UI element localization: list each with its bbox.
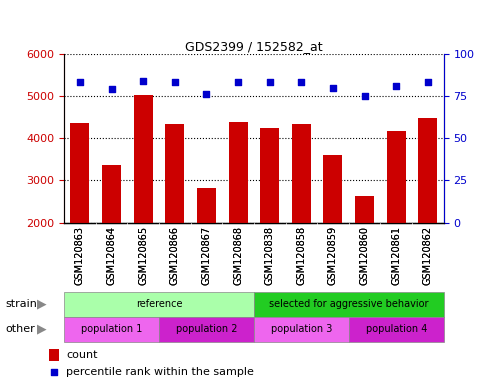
Text: GSM120861: GSM120861 [391,226,401,285]
Point [329,84,337,91]
Text: GSM120858: GSM120858 [296,226,306,285]
Point [424,79,432,86]
Bar [292,124,311,307]
Text: GSM120867: GSM120867 [202,226,211,285]
Bar [165,124,184,307]
Bar [64,292,254,317]
Text: GSM120859: GSM120859 [328,226,338,285]
Text: GSM120865: GSM120865 [138,226,148,285]
Text: ▶: ▶ [37,323,47,336]
Text: population 1: population 1 [81,324,142,334]
Text: GSM120860: GSM120860 [359,226,370,285]
Point [392,83,400,89]
Bar [197,188,216,307]
Bar [229,122,247,307]
Bar [64,317,159,342]
Bar [254,292,444,317]
Point [107,86,115,92]
Bar [260,127,279,307]
Point [50,369,58,375]
Text: ▶: ▶ [37,298,47,311]
Title: GDS2399 / 152582_at: GDS2399 / 152582_at [185,40,323,53]
Text: GSM120867: GSM120867 [202,226,211,285]
Text: GSM120866: GSM120866 [170,226,180,285]
Bar [349,317,444,342]
Point [234,79,242,86]
Text: population 3: population 3 [271,324,332,334]
Bar [49,349,59,361]
Text: GSM120858: GSM120858 [296,226,306,285]
Bar [102,165,121,307]
Text: other: other [5,324,35,334]
Text: GSM120864: GSM120864 [106,226,116,285]
Text: GSM120863: GSM120863 [75,226,85,285]
Text: population 2: population 2 [176,324,237,334]
Bar [323,155,343,307]
Text: percentile rank within the sample: percentile rank within the sample [67,366,254,377]
Text: GSM120860: GSM120860 [359,226,370,285]
Point [171,79,179,86]
Text: GSM120868: GSM120868 [233,226,243,285]
Bar [387,131,406,307]
Text: GSM120868: GSM120868 [233,226,243,285]
Bar [159,317,254,342]
Text: reference: reference [136,299,182,310]
Point [361,93,369,99]
Text: GSM120838: GSM120838 [265,226,275,285]
Text: GSM120866: GSM120866 [170,226,180,285]
Point [139,78,147,84]
Bar [254,317,349,342]
Text: GSM120862: GSM120862 [423,226,433,285]
Text: count: count [67,350,98,360]
Text: GSM120859: GSM120859 [328,226,338,285]
Text: population 4: population 4 [366,324,427,334]
Text: GSM120838: GSM120838 [265,226,275,285]
Text: GSM120861: GSM120861 [391,226,401,285]
Text: GSM120864: GSM120864 [106,226,116,285]
Text: strain: strain [5,299,37,310]
Bar [134,95,153,307]
Point [297,79,305,86]
Text: selected for aggressive behavior: selected for aggressive behavior [269,299,428,310]
Text: GSM120863: GSM120863 [75,226,85,285]
Text: GSM120865: GSM120865 [138,226,148,285]
Point [203,91,211,98]
Bar [70,122,89,307]
Text: GSM120862: GSM120862 [423,226,433,285]
Bar [419,118,437,307]
Point [266,79,274,86]
Point [76,79,84,86]
Bar [355,196,374,307]
